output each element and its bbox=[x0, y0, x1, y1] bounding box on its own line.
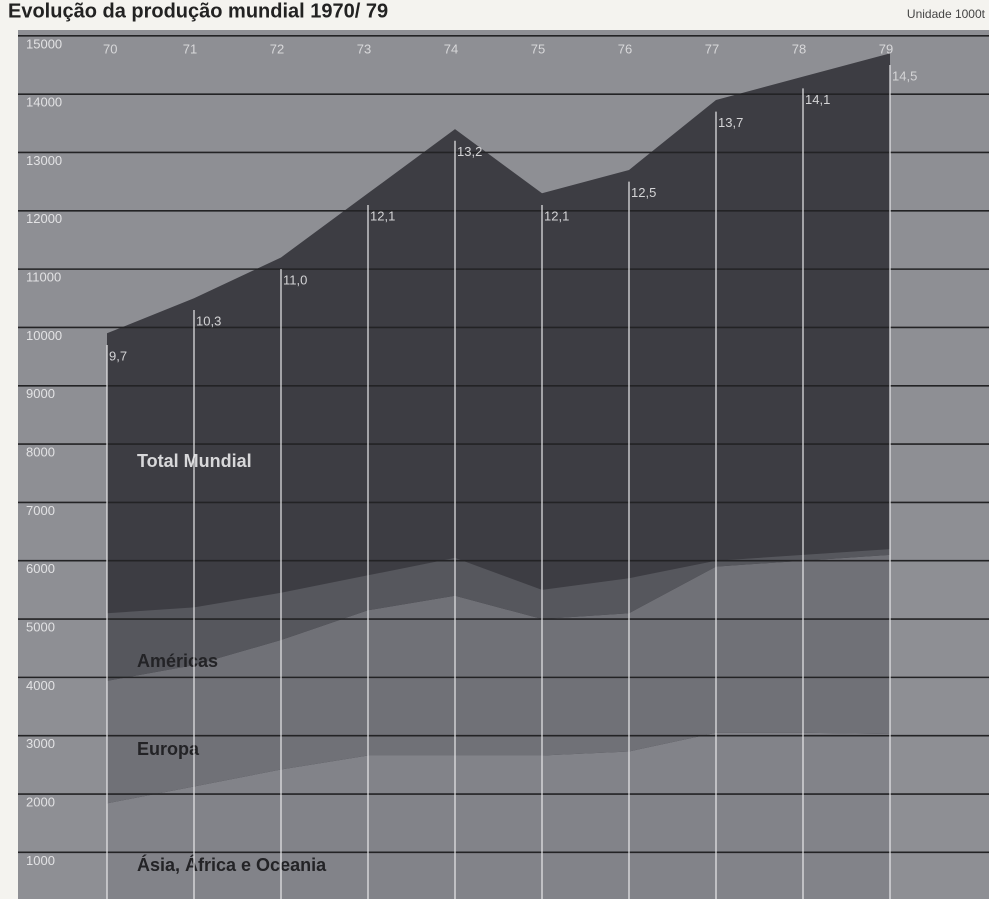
y-tick-label: 12000 bbox=[26, 211, 62, 226]
y-tick-label: 11000 bbox=[26, 270, 61, 285]
y-tick-label: 4000 bbox=[26, 678, 55, 693]
x-tick-label: 79 bbox=[879, 41, 893, 56]
unit-label: Unidade 1000t bbox=[907, 7, 986, 21]
value-label: 13,2 bbox=[457, 144, 482, 159]
x-tick-label: 77 bbox=[705, 41, 719, 56]
chart-title: Evolução da produção mundial 1970/ 79 bbox=[8, 0, 388, 22]
x-tick-label: 74 bbox=[444, 41, 458, 56]
area bbox=[107, 554, 890, 804]
y-tick-label: 6000 bbox=[26, 561, 55, 576]
x-tick-label: 71 bbox=[183, 41, 197, 56]
y-tick-label: 3000 bbox=[26, 736, 55, 751]
y-tick-label: 1000 bbox=[26, 853, 55, 868]
y-tick-label: 15000 bbox=[26, 36, 62, 51]
x-tick-label: 76 bbox=[618, 41, 632, 56]
value-label: 12,5 bbox=[631, 185, 656, 200]
y-tick-label: 7000 bbox=[26, 503, 55, 518]
series-label: Américas bbox=[137, 651, 218, 671]
x-tick-label: 70 bbox=[103, 41, 117, 56]
value-label: 10,3 bbox=[196, 313, 221, 328]
value-label: 12,1 bbox=[544, 208, 569, 223]
value-label: 11,0 bbox=[283, 273, 307, 288]
y-tick-label: 9000 bbox=[26, 386, 55, 401]
x-tick-label: 72 bbox=[270, 41, 284, 56]
x-tick-label: 78 bbox=[792, 41, 806, 56]
area bbox=[107, 549, 890, 681]
value-label: 13,7 bbox=[718, 115, 743, 130]
y-tick-label: 10000 bbox=[26, 328, 62, 343]
value-label: 9,7 bbox=[109, 348, 127, 363]
value-label: 14,5 bbox=[892, 68, 917, 83]
area bbox=[107, 732, 890, 899]
y-tick-label: 5000 bbox=[26, 619, 55, 634]
x-tick-label: 73 bbox=[357, 41, 371, 56]
value-label: 12,1 bbox=[370, 208, 395, 223]
y-tick-label: 2000 bbox=[26, 794, 55, 809]
y-tick-label: 13000 bbox=[26, 153, 62, 168]
series-label: Europa bbox=[137, 739, 200, 759]
series-label: Ásia, África e Oceania bbox=[137, 854, 327, 875]
y-tick-label: 14000 bbox=[26, 95, 62, 110]
value-label: 14,1 bbox=[805, 92, 830, 107]
y-tick-label: 8000 bbox=[26, 445, 55, 460]
x-tick-label: 75 bbox=[531, 41, 545, 56]
